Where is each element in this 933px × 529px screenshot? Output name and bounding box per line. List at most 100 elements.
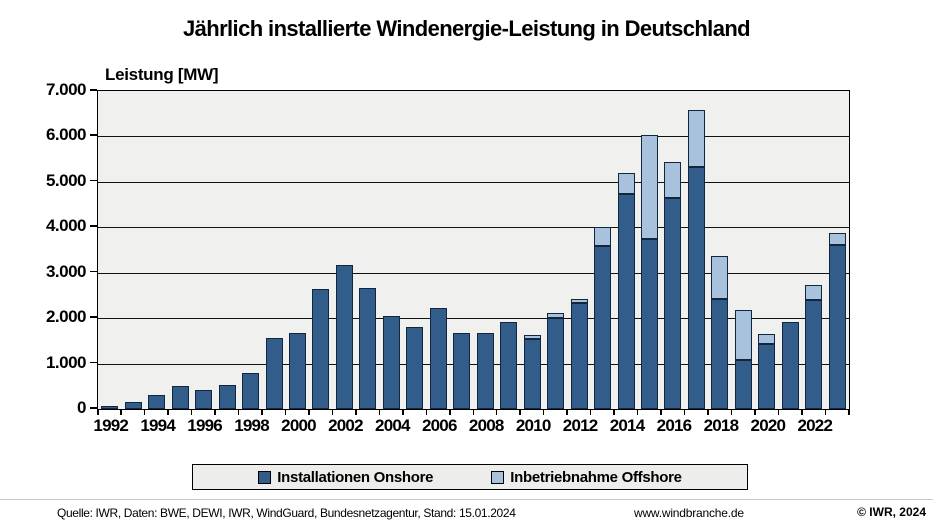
bar-segment-offshore-2011 [547, 313, 565, 318]
bar-2004 [382, 316, 400, 409]
x-tick [261, 410, 263, 415]
copyright-text: © IWR, 2024 [857, 505, 926, 519]
bar-2002 [335, 265, 353, 409]
bar-segment-offshore-2017 [687, 110, 705, 167]
x-tick-label: 1992 [93, 416, 129, 435]
x-tick [284, 410, 287, 415]
y-tick-label: 7.000 [45, 80, 87, 99]
gridline [98, 318, 849, 320]
x-tick [777, 410, 780, 415]
y-tick [90, 316, 97, 318]
bar-2003 [359, 288, 377, 409]
x-tick-label: 2018 [703, 416, 739, 435]
x-tick [355, 410, 357, 415]
y-tick-label: 5.000 [45, 170, 87, 190]
bar-segment-onshore-2009 [500, 322, 518, 409]
x-tick-label: 2016 [656, 416, 692, 435]
gridline [98, 136, 849, 138]
bar-2000 [288, 333, 306, 409]
bar-2018 [711, 256, 729, 409]
gridline [98, 227, 849, 229]
bar-segment-onshore-2017 [687, 167, 705, 409]
x-tick-label: 2012 [562, 416, 598, 435]
x-tick [754, 410, 756, 415]
bar-segment-onshore-2002 [335, 265, 353, 409]
y-tick [90, 407, 97, 409]
y-tick [90, 89, 97, 91]
bar-segment-offshore-2023 [828, 233, 846, 245]
bar-2020 [758, 334, 776, 409]
bar-segment-offshore-2022 [805, 285, 823, 300]
x-tick [495, 410, 498, 415]
bar-segment-offshore-2020 [758, 334, 776, 344]
bar-segment-onshore-1998 [242, 373, 260, 409]
offshore-swatch-icon [491, 470, 505, 484]
bar-2015 [641, 135, 659, 409]
x-tick-label: 2008 [468, 416, 504, 435]
x-tick [214, 410, 216, 415]
x-tick [143, 410, 146, 415]
bar-segment-onshore-2018 [711, 299, 729, 409]
bar-segment-offshore-2014 [617, 173, 635, 194]
x-tick [589, 410, 592, 415]
y-tick [90, 361, 97, 364]
bar-segment-onshore-2001 [312, 289, 330, 409]
bar-segment-onshore-1997 [218, 385, 236, 409]
bar-2008 [476, 333, 494, 409]
y-tick-label: 3.000 [45, 261, 87, 281]
bar-segment-offshore-2015 [641, 135, 659, 239]
x-tick [190, 410, 193, 415]
x-tick-label: 2020 [750, 416, 786, 435]
legend: Installationen Onshore Inbetriebnahme Of… [192, 464, 748, 490]
bar-segment-offshore-2010 [523, 335, 541, 339]
bar-segment-onshore-2008 [476, 333, 494, 409]
bar-2010 [523, 335, 541, 409]
x-tick [237, 410, 240, 415]
gridline [98, 363, 849, 365]
x-tick [331, 410, 334, 415]
bar-segment-onshore-1996 [195, 390, 213, 409]
bar-segment-onshore-2021 [781, 322, 799, 409]
y-tick-label: 6.000 [45, 125, 87, 145]
bar-2012 [570, 299, 588, 409]
bar-segment-onshore-2011 [547, 318, 565, 409]
gridline [98, 272, 849, 274]
bar-2013 [594, 227, 612, 409]
x-tick-label: 2002 [328, 416, 363, 435]
bar-1998 [242, 373, 260, 409]
bar-segment-onshore-2020 [758, 344, 776, 409]
x-tick [449, 410, 451, 415]
gridline [98, 181, 849, 183]
bar-segment-onshore-2000 [288, 333, 306, 409]
x-tick-label: 1994 [140, 416, 175, 435]
bar-segment-onshore-1994 [148, 395, 166, 409]
bar-segment-onshore-2019 [734, 360, 752, 409]
chart-title: Jährlich installierte Windenergie-Leistu… [182, 16, 751, 41]
footer-divider [0, 499, 933, 500]
bar-segment-onshore-2004 [382, 316, 400, 409]
bar-2019 [734, 310, 752, 409]
y-tick-label: 0 [77, 398, 86, 417]
x-tick [97, 410, 99, 415]
y-tick [90, 134, 97, 136]
bar-2017 [687, 110, 705, 409]
bar-1997 [218, 385, 236, 409]
x-tick-label: 2006 [421, 416, 457, 435]
x-tick-label: 2000 [281, 416, 316, 435]
bar-2023 [828, 233, 846, 409]
bar-segment-onshore-1995 [171, 386, 189, 409]
bar-2009 [500, 322, 518, 409]
bar-segment-offshore-2016 [664, 162, 682, 198]
x-tick [730, 410, 733, 415]
y-tick [90, 225, 97, 227]
bar-segment-onshore-2022 [805, 300, 823, 409]
x-tick [824, 410, 827, 415]
y-tick-label: 4.000 [45, 216, 87, 236]
x-tick-label: 2004 [375, 416, 410, 435]
x-tick [801, 410, 803, 415]
bar-segment-offshore-2018 [711, 256, 729, 299]
bar-2005 [406, 327, 424, 409]
bar-2014 [617, 173, 635, 409]
bar-segment-onshore-2007 [453, 333, 471, 409]
x-tick [707, 410, 709, 415]
